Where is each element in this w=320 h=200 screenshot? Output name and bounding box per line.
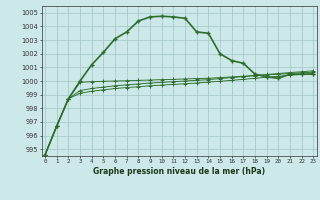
- X-axis label: Graphe pression niveau de la mer (hPa): Graphe pression niveau de la mer (hPa): [93, 167, 265, 176]
